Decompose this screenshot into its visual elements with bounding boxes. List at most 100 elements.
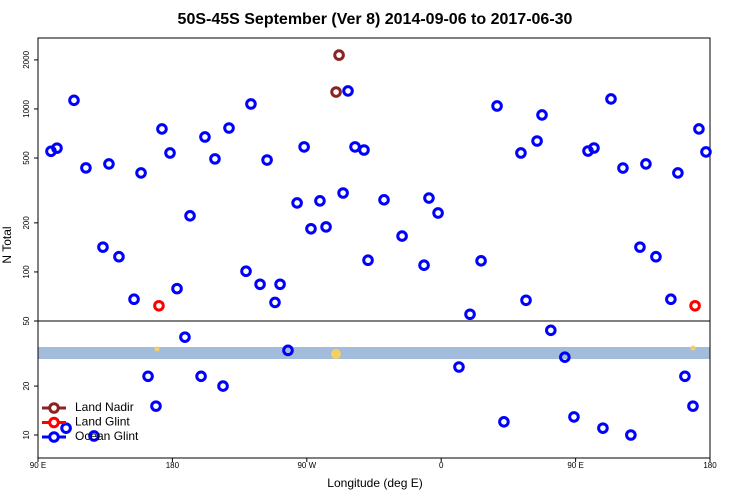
band-dot	[331, 349, 341, 359]
point	[171, 282, 183, 295]
point	[282, 344, 294, 357]
point	[362, 254, 374, 267]
point	[128, 293, 140, 306]
point	[342, 85, 354, 97]
point	[559, 351, 571, 364]
point	[498, 415, 510, 428]
point	[617, 162, 629, 174]
legend-label: Ocean Glint	[75, 429, 139, 443]
point	[625, 429, 637, 441]
point	[184, 210, 196, 222]
legend-label: Land Glint	[75, 415, 130, 429]
point	[515, 147, 527, 159]
point	[378, 194, 390, 206]
band	[38, 347, 710, 359]
point	[223, 122, 235, 134]
point	[261, 154, 273, 166]
point	[693, 123, 705, 135]
point	[195, 370, 207, 383]
point	[536, 109, 548, 121]
point	[689, 299, 701, 312]
point	[103, 158, 115, 170]
point	[464, 308, 476, 321]
x-tick-label: 90 E	[567, 461, 583, 470]
point	[142, 370, 154, 383]
point	[245, 98, 257, 110]
point	[665, 293, 677, 306]
x-tick-label: 180	[166, 461, 180, 470]
y-axis-label: N Total	[0, 226, 14, 263]
point	[453, 361, 465, 373]
point	[588, 142, 600, 154]
point	[491, 100, 503, 112]
point	[396, 230, 408, 242]
y-tick-label: 100	[22, 265, 31, 279]
x-tick-label: 0	[439, 461, 444, 470]
y-tick-label: 200	[22, 216, 31, 230]
plot-frame	[37, 37, 711, 459]
legend-label: Land Nadir	[75, 400, 134, 414]
point	[330, 86, 342, 98]
point	[545, 324, 557, 337]
point	[650, 250, 662, 263]
point	[634, 241, 646, 253]
band-dot	[154, 346, 160, 352]
point	[88, 430, 100, 442]
legend-marker	[48, 431, 60, 443]
point	[298, 141, 310, 153]
point	[568, 411, 580, 423]
point	[320, 221, 332, 233]
point	[269, 296, 281, 309]
point	[672, 167, 684, 179]
y-tick-label: 10	[22, 430, 31, 439]
point	[209, 153, 221, 165]
point	[432, 207, 444, 219]
x-axis-label: Longitude (deg E)	[327, 476, 422, 490]
point	[153, 299, 165, 312]
y-tick-label: 500	[22, 151, 31, 165]
point	[700, 146, 712, 158]
point	[217, 380, 229, 392]
point	[156, 123, 168, 135]
point	[337, 187, 349, 199]
point	[305, 222, 317, 235]
x-tick-label: 90 W	[297, 461, 316, 470]
point	[179, 331, 191, 343]
point	[475, 255, 487, 267]
point	[423, 192, 435, 204]
point	[254, 278, 266, 291]
point	[597, 422, 609, 434]
point	[97, 241, 109, 253]
point	[314, 195, 326, 207]
point	[113, 250, 125, 263]
point	[80, 162, 92, 174]
point	[164, 147, 176, 159]
point	[687, 400, 699, 412]
point	[274, 278, 286, 291]
point	[679, 370, 691, 383]
point	[358, 144, 370, 156]
point	[135, 167, 147, 179]
point	[240, 265, 252, 278]
y-tick-label: 2000	[22, 50, 31, 68]
point	[199, 131, 211, 143]
band-dot	[690, 345, 696, 351]
point	[333, 49, 345, 61]
point	[68, 94, 80, 107]
point	[531, 135, 543, 147]
chart-title: 50S-45S September (Ver 8) 2014-09-06 to …	[178, 11, 573, 28]
y-tick-label: 1000	[22, 100, 31, 118]
legend-marker	[48, 402, 60, 414]
point	[291, 197, 303, 209]
point	[520, 294, 532, 307]
point	[418, 259, 430, 271]
point	[60, 422, 72, 434]
legend-marker	[48, 416, 60, 429]
y-tick-label: 50	[22, 316, 31, 325]
point	[51, 142, 63, 154]
y-tick-label: 20	[22, 381, 31, 390]
point	[605, 93, 617, 105]
point	[150, 400, 162, 412]
